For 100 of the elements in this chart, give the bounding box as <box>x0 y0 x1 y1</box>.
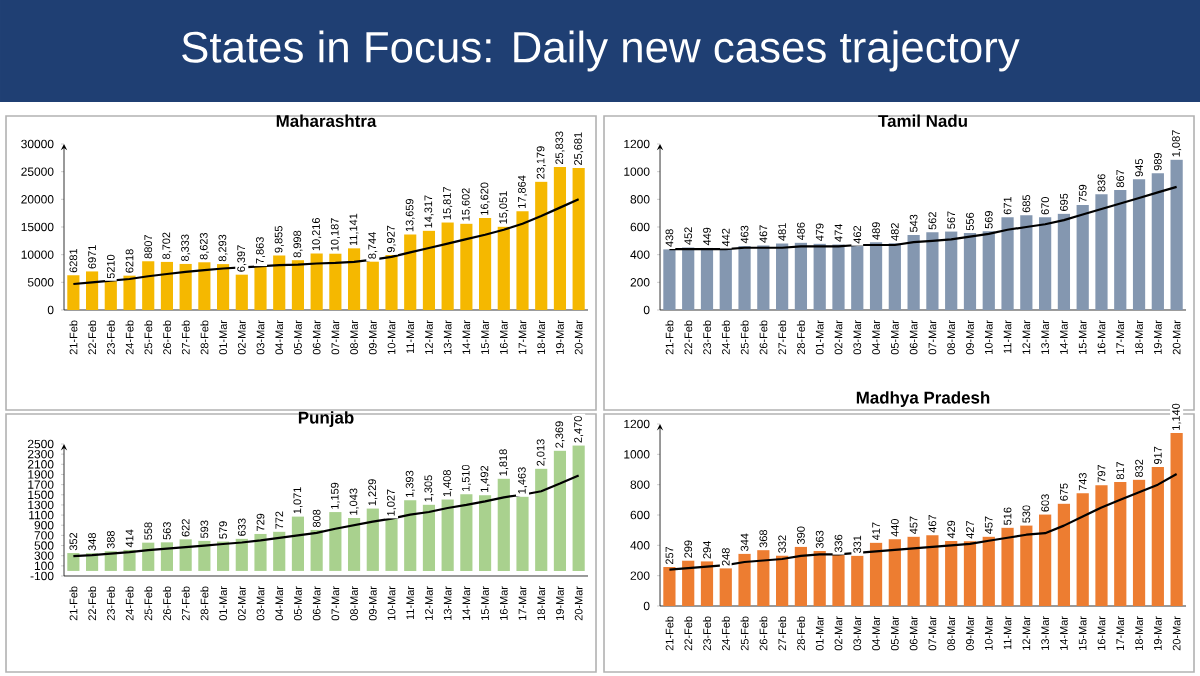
bar <box>254 266 267 310</box>
bar <box>738 245 751 310</box>
bar <box>516 211 529 310</box>
bar <box>700 247 714 310</box>
bar <box>700 561 714 606</box>
bar <box>441 499 454 571</box>
bar <box>719 248 732 310</box>
bar <box>348 517 361 571</box>
bar <box>479 218 492 310</box>
bar <box>945 540 958 606</box>
bar <box>832 244 845 310</box>
bar <box>67 275 80 310</box>
bar <box>404 234 417 310</box>
bar <box>1114 482 1127 606</box>
bar <box>832 555 845 606</box>
bar <box>1114 190 1127 310</box>
bar <box>963 233 977 310</box>
bar <box>1020 215 1033 310</box>
bar <box>404 500 417 571</box>
bar <box>329 253 342 310</box>
bar <box>310 253 323 310</box>
bar <box>926 535 939 606</box>
bar <box>553 450 567 571</box>
bar <box>460 223 473 310</box>
bar <box>104 281 117 310</box>
bar <box>1020 525 1033 606</box>
bar <box>497 226 510 310</box>
bar <box>535 468 548 571</box>
bar <box>179 539 192 571</box>
bar <box>310 529 323 571</box>
bar <box>142 542 155 571</box>
bar <box>1151 173 1164 310</box>
bar <box>926 232 939 310</box>
bar <box>1039 514 1052 606</box>
bar <box>1001 217 1014 310</box>
bar <box>1095 194 1108 310</box>
bar <box>291 260 305 310</box>
bar <box>385 518 398 571</box>
bar <box>888 539 901 606</box>
bar <box>1132 179 1146 310</box>
bar <box>385 255 398 310</box>
bar <box>982 536 995 606</box>
bar <box>142 261 155 310</box>
bar <box>1076 205 1089 310</box>
bar <box>945 231 958 310</box>
bar <box>1076 493 1089 606</box>
bar <box>869 542 883 606</box>
bar <box>217 541 230 571</box>
bar <box>1151 466 1164 606</box>
text: States in Focus: Daily new cases trajectory <box>182 30 1020 72</box>
bar <box>813 243 826 310</box>
bar <box>738 553 751 606</box>
bar <box>273 255 286 310</box>
bar <box>907 536 920 606</box>
bar <box>329 512 342 571</box>
bar <box>572 167 585 310</box>
bar <box>776 243 789 310</box>
bar <box>441 222 454 310</box>
bar <box>160 542 174 571</box>
chart-title: Madhya Pradesh <box>856 391 990 407</box>
chart-title: Punjab <box>298 411 354 427</box>
bar <box>460 494 473 571</box>
bar <box>757 550 770 606</box>
bar <box>535 181 548 310</box>
bar <box>757 245 770 310</box>
bar <box>497 478 510 571</box>
bar <box>422 504 436 571</box>
bar <box>888 243 901 310</box>
bar <box>479 495 492 571</box>
bar <box>160 261 174 310</box>
bar <box>869 242 883 310</box>
bar <box>982 231 995 310</box>
bar <box>794 546 808 606</box>
bar <box>572 445 585 571</box>
bar <box>67 553 80 571</box>
bar <box>1132 479 1146 606</box>
bar <box>348 248 361 310</box>
bar <box>1001 527 1014 606</box>
bar <box>366 508 379 571</box>
bar <box>553 167 567 310</box>
bar <box>851 246 864 310</box>
bar <box>179 263 192 310</box>
bar <box>217 264 230 310</box>
bar <box>1170 159 1183 310</box>
bar <box>907 234 920 310</box>
bar <box>1057 503 1071 606</box>
bar <box>422 230 436 310</box>
bar <box>794 242 808 310</box>
chart-title: Tamil Nadu <box>878 114 967 127</box>
bar <box>1095 485 1108 606</box>
bar <box>1057 213 1071 310</box>
bar <box>254 533 267 571</box>
chart-title: Maharashtra <box>276 114 377 127</box>
bar <box>235 538 248 571</box>
bar <box>86 271 99 310</box>
bar <box>198 540 211 571</box>
bar <box>291 516 305 571</box>
bar <box>682 247 695 310</box>
bar <box>663 249 676 310</box>
bar <box>273 531 286 571</box>
